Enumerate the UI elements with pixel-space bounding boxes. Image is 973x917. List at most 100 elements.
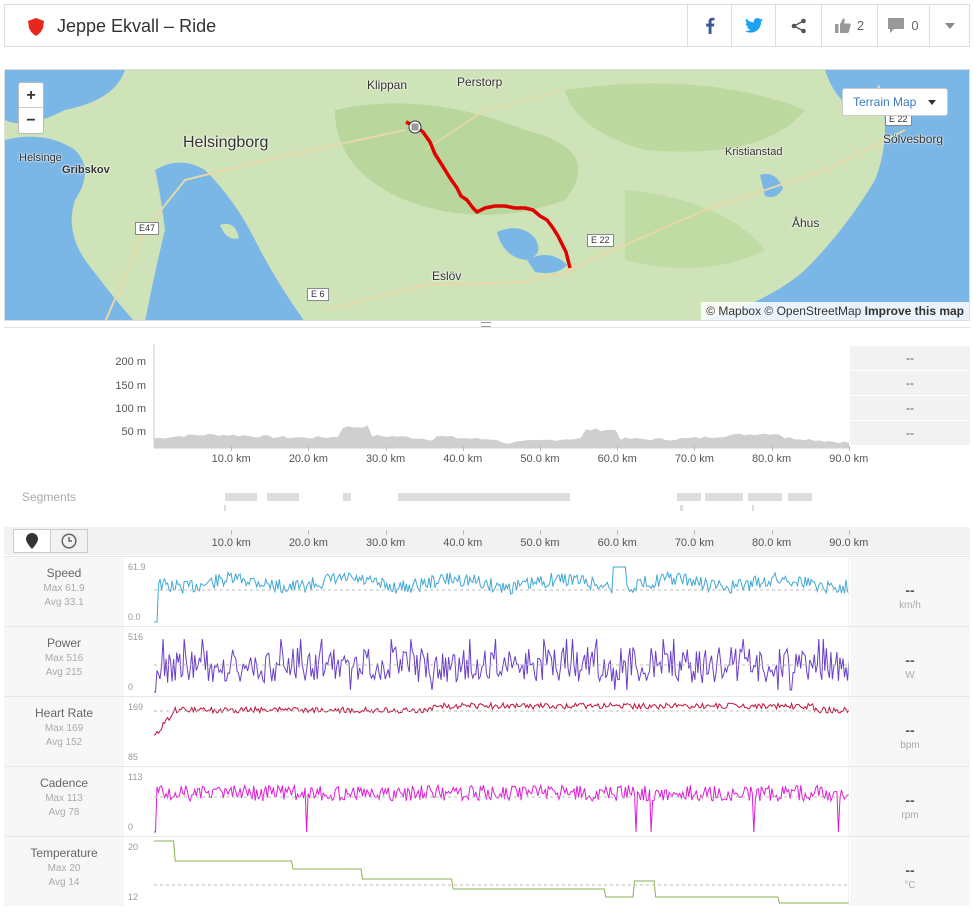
more-actions-button[interactable] [929, 5, 969, 46]
map-resize-handle[interactable] [481, 322, 491, 327]
tick-mark [540, 446, 541, 451]
stream-row-cadence[interactable]: Cadence Max 113 Avg 78 113 0 -- rpm [4, 766, 970, 836]
segment-bar[interactable] [267, 493, 299, 501]
segment-bar[interactable] [748, 493, 782, 501]
elevation-plot[interactable] [0, 330, 973, 470]
stream-plot[interactable] [154, 557, 849, 626]
elevation-profile [154, 425, 849, 448]
terrain-map-dropdown[interactable]: Terrain Map [842, 88, 948, 116]
comments-button[interactable]: 0 [877, 5, 929, 46]
share-icon [791, 18, 806, 33]
stream-plot[interactable] [154, 837, 849, 906]
stream-y-min: 85 [128, 752, 139, 762]
map-pin-icon [26, 533, 38, 549]
segment-bar[interactable] [752, 505, 754, 511]
tick-mark [617, 530, 619, 535]
stream-row-heart-rate[interactable]: Heart Rate Max 169 Avg 152 169 85 -- bpm [4, 696, 970, 766]
stream-unit: rpm [901, 810, 919, 821]
comment-icon [888, 18, 905, 33]
distance-x-tick: 90.0 km [829, 537, 869, 549]
stream-value: -- [905, 792, 915, 808]
stream-plot[interactable] [154, 767, 849, 836]
stream-y-max: 113 [128, 772, 143, 782]
clock-icon [61, 533, 77, 549]
header-actions: 2 0 [687, 5, 969, 46]
road-shield: E 22 [587, 234, 614, 247]
activity-title: Jeppe Ekvall – Ride [57, 16, 217, 36]
stream-readout: -- bpm [850, 697, 970, 766]
zoom-in-button[interactable]: + [19, 83, 43, 108]
twitter-share-button[interactable] [731, 5, 775, 46]
activity-header: Jeppe Ekvall – Ride 2 0 [4, 4, 970, 47]
stream-y-min: 0.0 [128, 612, 141, 622]
stream-y-max: 169 [128, 702, 144, 712]
divider [4, 327, 970, 328]
tick-mark [694, 446, 696, 451]
stream-line [154, 566, 849, 623]
stream-name: Heart Rate [34, 706, 94, 720]
segment-bar[interactable] [225, 493, 257, 501]
stream-y-max: 20 [128, 842, 139, 852]
stream-toolbar [4, 527, 970, 555]
stream-max: Max 61.9 [43, 583, 85, 594]
stream-name: Temperature [30, 846, 98, 860]
distance-x-tick: 80.0 km [752, 537, 792, 549]
place-label: Perstorp [457, 75, 503, 89]
kudos-count: 2 [856, 18, 865, 33]
stream-summary: Heart Rate Max 169 Avg 152 [4, 697, 124, 766]
kudos-button[interactable]: 2 [821, 5, 877, 46]
elevation-x-tick: 90.0 km [829, 453, 869, 465]
stream-plot[interactable] [154, 697, 849, 766]
segment-bar[interactable] [680, 505, 683, 511]
shield-icon [28, 18, 44, 36]
tick-mark [308, 530, 310, 535]
distance-x-tick: 10.0 km [211, 537, 251, 549]
stream-value: -- [905, 582, 915, 598]
place-label: Kristianstad [725, 146, 783, 158]
elevation-x-tick: 70.0 km [674, 453, 714, 465]
distance-x-tick: 30.0 km [366, 537, 406, 549]
elevation-y-tick: 150 m [115, 380, 146, 392]
road-shield: E47 [135, 222, 160, 235]
stream-row-speed[interactable]: Speed Max 61.9 Avg 33.1 61.9 0.0 -- km/h [4, 556, 970, 626]
facebook-share-button[interactable] [687, 5, 731, 46]
tick-mark [694, 530, 696, 535]
tick-mark [385, 530, 387, 535]
zoom-out-button[interactable]: − [26, 112, 36, 129]
stream-readout: -- W [850, 627, 970, 696]
stream-plot[interactable] [154, 627, 849, 696]
stream-avg: Avg 215 [45, 667, 83, 678]
elevation-y-tick: 50 m [121, 426, 146, 438]
tick-mark [462, 446, 464, 451]
elevation-readout: -- [850, 421, 970, 445]
segment-bar[interactable] [224, 505, 226, 511]
tick-mark [308, 446, 310, 451]
segment-bar[interactable] [677, 493, 701, 501]
stream-row-temperature[interactable]: Temperature Max 20 Avg 14 20 12 -- °C [4, 836, 970, 906]
stream-y-min: 12 [128, 892, 139, 902]
segment-bar[interactable] [343, 493, 351, 501]
improve-map-link[interactable]: Improve this map [864, 304, 964, 318]
stream-name: Cadence [39, 776, 89, 790]
stream-summary: Temperature Max 20 Avg 14 [4, 837, 124, 906]
share-button[interactable] [775, 5, 821, 46]
stream-max: Max 113 [45, 793, 83, 804]
segment-bar[interactable] [788, 493, 812, 501]
map-attribution: © Mapbox © OpenStreetMap Improve this ma… [701, 302, 969, 320]
route-map[interactable]: Klippan Perstorp Helsingborg Helsinge Gribsk… [4, 69, 970, 321]
elevation-readout: -- [850, 396, 970, 420]
stream-row-power[interactable]: Power Max 516 Avg 215 516 0 -- W [4, 626, 970, 696]
stream-avg: Avg 78 [48, 807, 80, 818]
stream-summary: Cadence Max 113 Avg 78 [4, 767, 124, 836]
distance-x-tick: 20.0 km [288, 537, 328, 549]
time-mode-button[interactable] [50, 529, 88, 553]
place-label: Åhus [792, 216, 820, 230]
map-canvas [5, 70, 969, 320]
distance-mode-button[interactable] [13, 529, 51, 553]
stream-max: Max 169 [44, 723, 84, 734]
facebook-icon [705, 17, 714, 34]
segment-bar[interactable] [705, 493, 743, 501]
elevation-y-tick: 200 m [115, 356, 146, 368]
segment-bar[interactable] [398, 493, 570, 501]
stream-unit: km/h [899, 600, 921, 611]
